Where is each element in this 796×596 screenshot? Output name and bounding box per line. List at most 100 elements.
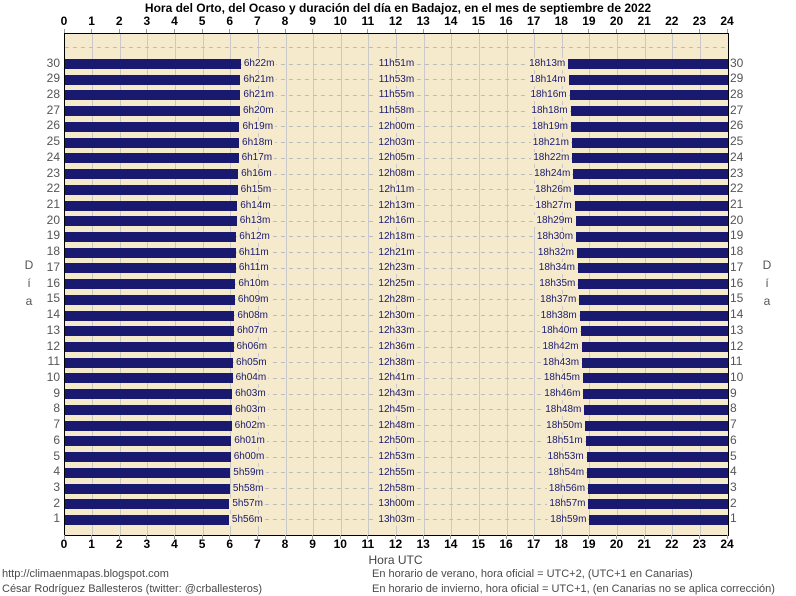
day-tick-label-left: 6 (53, 432, 60, 447)
hour-tick-mark-top (229, 29, 231, 33)
day-tick-label-right: 8 (730, 401, 737, 416)
hour-tick-mark-top (118, 29, 120, 33)
day-tick-label-right: 28 (730, 86, 744, 101)
y-axis-title-right: D í a (762, 258, 772, 308)
hour-tick-label-top: 9 (309, 14, 316, 28)
footer-url: http://climaenmapas.blogspot.com (2, 568, 169, 580)
sunrise-label: 6h21m (241, 89, 276, 102)
day-tick-label-right: 10 (730, 369, 744, 384)
sunset-label: 18h16m (528, 89, 569, 102)
hour-tick-mark-bottom (533, 535, 535, 539)
hour-tick-label-bottom: 2 (115, 537, 123, 551)
hour-tick-mark-bottom (560, 535, 562, 539)
night-bar-left (65, 137, 240, 148)
hour-tick-label-top: 20 (609, 14, 624, 28)
duration-label: 12h41m (376, 372, 417, 385)
duration-label: 12h08m (376, 168, 417, 181)
hour-tick-label-top: 13 (416, 14, 430, 28)
hour-tick-label-top: 17 (526, 14, 541, 28)
sunset-label: 18h26m (533, 183, 574, 196)
duration-label: 12h58m (376, 482, 417, 495)
sunrise-label: 6h17m (239, 152, 275, 165)
night-bar-left (65, 499, 230, 510)
night-bar-left (65, 357, 234, 368)
sunset-label: 18h30m (534, 230, 576, 243)
hour-tick-mark-bottom (450, 535, 452, 539)
hour-tick-mark-bottom (726, 535, 728, 539)
sunrise-label: 6h04m (233, 372, 269, 385)
hour-tick-label-bottom: 3 (143, 537, 151, 551)
sunset-label: 18h13m (527, 58, 568, 70)
night-bar-left (65, 467, 231, 478)
sunrise-label: 6h02m (232, 419, 268, 432)
hour-tick-label-top: 0 (60, 14, 68, 28)
sunset-label: 18h14m (527, 73, 568, 86)
duration-label: 12h18m (376, 230, 417, 243)
sunset-label: 18h50m (544, 419, 585, 432)
duration-label: 12h33m (376, 325, 417, 338)
hour-tick-label-top: 6 (226, 14, 234, 28)
night-bar-right (586, 452, 728, 463)
day-tick-label-left: 4 (53, 464, 60, 479)
hour-tick-mark-top (174, 29, 175, 33)
hour-tick-label-top: 18 (554, 14, 568, 28)
duration-label: 12h25m (376, 278, 417, 291)
sunrise-label: 6h11m (236, 262, 271, 275)
hour-tick-label-top: 22 (665, 14, 679, 28)
duration-label: 11h55m (376, 89, 417, 102)
hour-tick-mark-top (450, 29, 452, 33)
day-tick-label-right: 4 (730, 464, 737, 479)
plot-area: 6h22m 11h51m 18h13m 6h21m 11h53m 18h14m 6h21m 1… (64, 33, 729, 536)
duration-label: 12h28m (376, 293, 417, 306)
night-bar-left (65, 373, 233, 384)
day-tick-label-right: 18 (730, 244, 744, 259)
hour-tick-mark-bottom (91, 535, 93, 539)
y-axis-title-left: D í a (24, 258, 34, 308)
sunset-label: 18h37m (538, 293, 579, 306)
night-bar-right (573, 169, 728, 180)
day-tick-label-left: 21 (46, 197, 60, 212)
hour-tick-mark-top (284, 29, 286, 33)
sunset-label: 18h53m (545, 451, 586, 464)
night-bar-right (577, 263, 728, 274)
hour-tick-mark-bottom (63, 535, 65, 539)
day-tick-label-left: 2 (53, 495, 60, 510)
night-bar-right (568, 59, 728, 69)
hour-tick-label-bottom: 14 (444, 537, 458, 551)
night-bar-left (65, 389, 233, 400)
day-tick-label-left: 28 (46, 86, 60, 101)
day-tick-label-left: 10 (46, 369, 60, 384)
sunrise-label: 5h59m (231, 466, 266, 479)
hour-tick-mark-top (312, 29, 314, 33)
day-tick-label-left: 15 (46, 291, 60, 306)
day-tick-label-left: 22 (46, 181, 60, 196)
night-bar-right (570, 121, 728, 132)
day-tick-label-right: 5 (730, 448, 737, 463)
sunset-label: 18h35m (537, 278, 578, 291)
hour-tick-label-bottom: 13 (416, 537, 430, 551)
day-tick-label-right: 26 (730, 118, 744, 133)
duration-label: 12h55m (376, 466, 417, 479)
day-tick-label-left: 29 (46, 71, 60, 86)
day-tick-label-right: 16 (730, 275, 744, 290)
duration-label: 12h21m (376, 246, 417, 259)
sunrise-label: 5h58m (230, 482, 266, 495)
night-bar-right (570, 106, 728, 117)
sunrise-label: 6h22m (241, 58, 277, 70)
hour-tick-label-bottom: 9 (309, 537, 316, 551)
hour-tick-label-top: 3 (143, 14, 151, 28)
night-bar-left (65, 106, 240, 117)
hour-tick-label-top: 19 (582, 14, 596, 28)
hour-tick-label-top: 2 (115, 14, 123, 28)
sunset-label: 18h46m (542, 388, 583, 401)
footer-note-summer: En horario de verano, hora oficial = UTC… (372, 568, 693, 580)
sunrise-label: 6h06m (234, 341, 270, 354)
hour-tick-mark-top (91, 29, 93, 33)
hour-tick-mark-bottom (477, 535, 479, 539)
day-tick-label-right: 30 (730, 55, 744, 70)
night-bar-right (569, 90, 728, 101)
hour-tick-label-bottom: 4 (171, 537, 178, 551)
duration-label: 11h58m (376, 105, 417, 118)
hour-tick-label-bottom: 5 (198, 537, 206, 551)
hour-tick-label-bottom: 16 (499, 537, 513, 551)
